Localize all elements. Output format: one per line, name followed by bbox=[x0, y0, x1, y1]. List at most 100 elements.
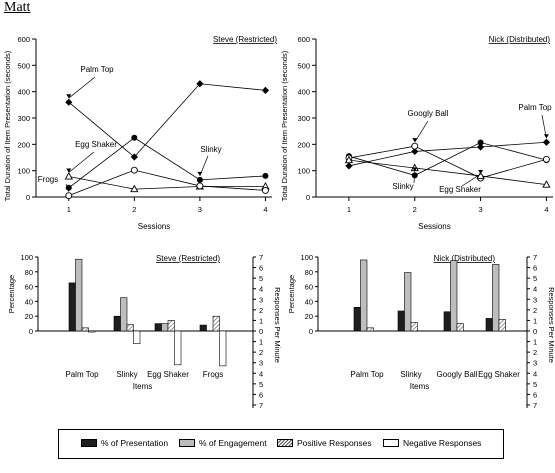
steve-line-y-tick-label: 600 bbox=[17, 35, 30, 44]
steve-line-x-tick-label: 1 bbox=[67, 205, 71, 214]
nick-bar-right-tick-label: 2 bbox=[533, 348, 537, 357]
nick-bar-presentation-bar bbox=[353, 307, 361, 332]
nick-line-title: Nick (Distributed) bbox=[489, 35, 551, 44]
nick-line-annotation-arrowhead bbox=[412, 138, 418, 143]
nick-line-point bbox=[345, 162, 353, 170]
nick-line-x-tick-label: 2 bbox=[413, 205, 417, 214]
steve-line-series-line bbox=[68, 169, 266, 197]
steve-bar-right-tick-label: 2 bbox=[259, 306, 263, 315]
steve-bar-engagement-bar bbox=[75, 258, 83, 332]
steve-line-annotation-arrowhead bbox=[66, 187, 72, 192]
steve-line-annotation-arrow bbox=[68, 76, 96, 99]
steve-line-annotation: Egg Shaker bbox=[75, 140, 117, 149]
steve-line-point bbox=[64, 172, 73, 180]
steve-line-y-tick-label: 400 bbox=[17, 88, 30, 97]
steve-bar-right-tick-label: 3 bbox=[259, 295, 263, 304]
legend-label-positive: Positive Responses bbox=[297, 438, 372, 448]
nick-line-y-tick-label: 300 bbox=[297, 114, 310, 123]
steve-bar-y-tick-label: 100 bbox=[20, 253, 33, 262]
steve-bar-category-label: Frogs bbox=[203, 370, 223, 379]
steve-line-point bbox=[130, 166, 138, 174]
nick-line-annotation: Slinky bbox=[392, 182, 413, 191]
steve-bar-y-tick-label: 80 bbox=[25, 268, 33, 277]
nick-line-annotation-arrowhead bbox=[478, 170, 484, 175]
nick-bar-y-tick-label: 40 bbox=[305, 297, 313, 306]
nick-line-y-tick-label: 100 bbox=[297, 167, 310, 176]
steve-bar-right-tick-label: 7 bbox=[259, 401, 263, 410]
nick-line-point bbox=[344, 155, 354, 164]
nick-line-y-tick-label: 0 bbox=[306, 193, 310, 202]
steve-line-point bbox=[65, 192, 73, 200]
nick-bar-category-label: Palm Top bbox=[350, 370, 384, 379]
steve-line-y-axis-label: Total Duration of Item Presentation (sec… bbox=[3, 50, 12, 201]
legend-item-presentation: % of Presentation bbox=[81, 438, 168, 448]
nick-line-point bbox=[477, 139, 484, 146]
steve-bar-right-axis-label: Responses Per Minute bbox=[273, 287, 282, 363]
nick-line-y-axis-label: Total Duration of Item Presentation (sec… bbox=[280, 50, 289, 201]
steve-line-series-line bbox=[68, 137, 266, 189]
steve-line-x-tick-label: 2 bbox=[132, 205, 136, 214]
nick-line-y-tick-label: 400 bbox=[297, 88, 310, 97]
nick-line-x-tick-label: 3 bbox=[478, 205, 482, 214]
steve-line-x-tick-label: 3 bbox=[198, 205, 202, 214]
steve-bar-right-tick-label: 4 bbox=[259, 285, 263, 294]
nick-bar-positive-bar bbox=[456, 323, 464, 332]
steve-bar-right-tick-label: 7 bbox=[259, 253, 263, 262]
nick-line-x-tick-label: 4 bbox=[544, 205, 548, 214]
nick-line-y-tick-label: 600 bbox=[297, 35, 310, 44]
nick-line-series-line bbox=[348, 159, 547, 186]
steve-bar-category-label: Palm Top bbox=[65, 370, 99, 379]
nick-bar-presentation-bar bbox=[397, 310, 405, 332]
steve-line-title: Steve (Restricted) bbox=[213, 35, 277, 44]
legend: % of Presentation % of Engagement Positi… bbox=[58, 429, 504, 459]
nick-bar-category-label: Egg Shaker bbox=[478, 370, 520, 379]
nick-bar-right-tick-label: 7 bbox=[533, 253, 537, 262]
steve-bar-negative-bar bbox=[174, 330, 182, 366]
nick-bar-y-tick-label: 100 bbox=[300, 253, 313, 262]
steve-bar-right-tick-label: 5 bbox=[259, 380, 263, 389]
nick-line-y-tick-label: 200 bbox=[297, 140, 310, 149]
nick-line-x-tick-label: 1 bbox=[347, 205, 351, 214]
steve-line-y-tick-label: 0 bbox=[26, 193, 30, 202]
steve-bar-positive-bar bbox=[167, 320, 175, 332]
steve-line-annotation-arrow bbox=[68, 151, 95, 173]
steve-bar-engagement-bar bbox=[120, 297, 128, 332]
nick-line-point bbox=[542, 138, 551, 146]
page-title: Matt bbox=[4, 0, 31, 15]
legend-swatch-negative bbox=[383, 439, 399, 447]
nick-line-annotation-arrow bbox=[414, 120, 429, 143]
legend-swatch-positive bbox=[277, 439, 293, 447]
nick-bar-engagement-bar bbox=[492, 264, 500, 332]
steve-line-y-tick-label: 100 bbox=[17, 167, 30, 176]
nick-line-annotation: Palm Top bbox=[518, 103, 552, 112]
nick-bar-right-tick-label: 2 bbox=[533, 306, 537, 315]
steve-bar-right-tick-label: 6 bbox=[259, 264, 263, 273]
nick-bar-right-tick-label: 0 bbox=[533, 327, 537, 336]
legend-label-negative: Negative Responses bbox=[403, 438, 482, 448]
steve-bar-positive-bar bbox=[212, 315, 220, 332]
steve-bar-negative-bar bbox=[88, 330, 96, 333]
steve-bar-right-tick-label: 1 bbox=[259, 338, 263, 347]
nick-bar-y-axis-label: Percentage bbox=[287, 275, 296, 313]
steve-bar-y-tick-label: 20 bbox=[25, 312, 33, 321]
steve-bar-y-tick-label: 40 bbox=[25, 297, 33, 306]
steve-bar-right-tick-label: 4 bbox=[259, 369, 263, 378]
legend-item-positive: Positive Responses bbox=[277, 438, 372, 448]
nick-line-annotation-arrow bbox=[461, 173, 481, 187]
nick-line-y-tick-label: 500 bbox=[297, 61, 310, 70]
nick-bar-positive-bar bbox=[498, 319, 506, 332]
nick-bar-positive-bar bbox=[366, 327, 374, 332]
steve-bar-x-axis-label: Items bbox=[133, 382, 153, 391]
steve-line-point bbox=[261, 186, 269, 194]
nick-bar-right-tick-label: 5 bbox=[533, 274, 537, 283]
steve-bar-y-tick-label: 60 bbox=[25, 283, 33, 292]
nick-bar-category-label: Slinky bbox=[400, 370, 421, 379]
nick-bar-y-tick-label: 80 bbox=[305, 268, 313, 277]
steve-bar-right-tick-label: 3 bbox=[259, 359, 263, 368]
nick-line-point bbox=[542, 155, 550, 163]
nick-bar-title: Nick (Distributed) bbox=[434, 254, 496, 263]
nick-bar-right-tick-label: 5 bbox=[533, 380, 537, 389]
steve-line-point bbox=[130, 153, 138, 161]
steve-line-point bbox=[196, 182, 204, 190]
